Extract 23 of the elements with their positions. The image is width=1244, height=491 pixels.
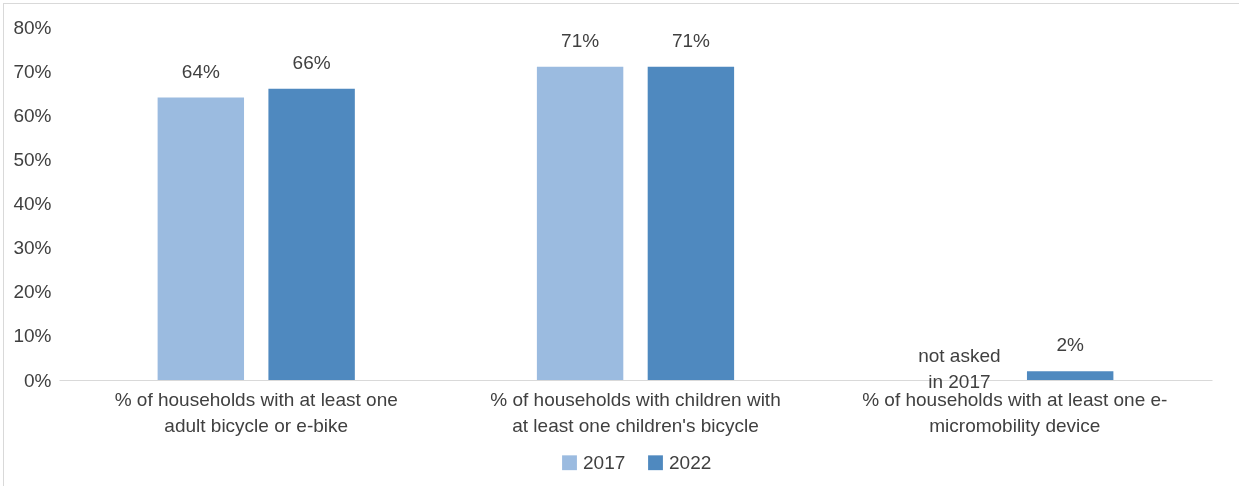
y-tick-label: 20%	[13, 281, 52, 303]
y-tick-label: 80%	[13, 16, 52, 38]
legend-label: 2022	[669, 451, 712, 473]
y-tick-label: 30%	[13, 237, 52, 259]
y-tick-label: 60%	[13, 104, 52, 126]
text: 71%	[671, 29, 710, 51]
x-tick-label: % of households with children with at least one children's bicycle	[490, 388, 781, 436]
text: 64%	[181, 60, 220, 82]
text: 2%	[1056, 334, 1084, 356]
text: 71%	[561, 29, 600, 51]
bar	[647, 66, 735, 380]
x-tick-label: % of households with at least one adult bicycle or e-bike	[114, 388, 398, 436]
bar	[536, 66, 624, 380]
bar	[157, 97, 245, 380]
y-tick-label: 50%	[13, 148, 52, 170]
y-tick-label: 70%	[13, 60, 52, 82]
text: 66%	[292, 51, 331, 73]
y-tick-label: 40%	[13, 193, 52, 214]
legend-label: 2017	[583, 451, 626, 473]
bar	[268, 88, 355, 380]
bar	[1026, 371, 1114, 380]
y-tick-label: 10%	[13, 325, 52, 347]
y-tick-label: 0%	[24, 369, 52, 391]
